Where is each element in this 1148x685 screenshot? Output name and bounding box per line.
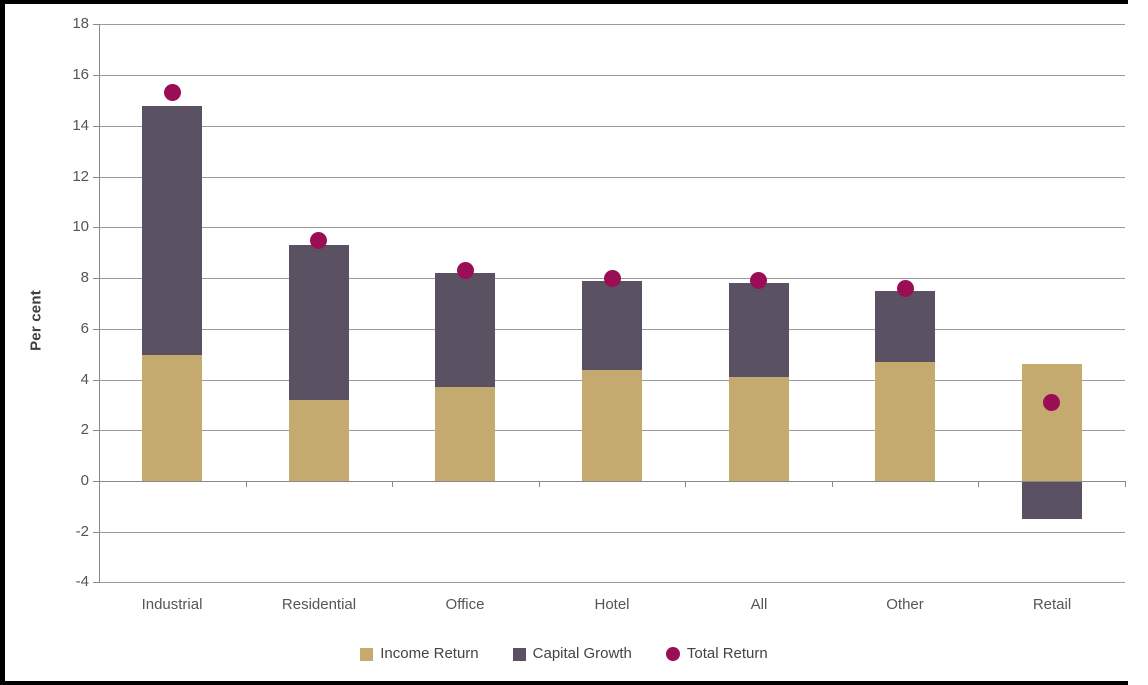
y-axis-tick	[93, 481, 99, 482]
y-tick-label: 12	[72, 168, 89, 185]
y-tick-label: 10	[72, 218, 89, 235]
legend: Income Return Capital Growth Total Return	[0, 644, 1128, 664]
bar-segment-income-return-residential	[289, 400, 349, 481]
bar-segment-capital-growth-other	[875, 291, 935, 362]
total-return-dot-all	[750, 272, 767, 289]
y-tick-label: -4	[75, 573, 89, 590]
y-axis-tick	[93, 24, 99, 25]
bar-segment-capital-growth-hotel	[582, 281, 642, 370]
x-axis-tick	[99, 481, 100, 487]
gridline	[99, 177, 1125, 178]
bar-segment-income-return-retail	[1022, 364, 1082, 481]
y-axis-tick	[93, 430, 99, 431]
legend-label: Total Return	[686, 645, 768, 662]
gridline	[99, 24, 1125, 25]
legend-label: Income Return	[380, 645, 479, 662]
legend-square-marker	[512, 647, 526, 661]
total-return-dot-office	[457, 262, 474, 279]
bar-segment-income-return-hotel	[582, 369, 642, 481]
legend-square-marker	[360, 647, 374, 661]
y-tick-label: -2	[75, 523, 89, 540]
x-axis-tick	[978, 481, 979, 487]
x-category-label-residential: Residential	[281, 596, 357, 613]
y-tick-label: 18	[72, 15, 89, 32]
bar-segment-capital-growth-all	[729, 283, 789, 377]
y-axis-tick	[93, 532, 99, 533]
y-tick-label: 6	[80, 320, 89, 337]
total-return-dot-other	[897, 280, 914, 297]
gridline	[99, 227, 1125, 228]
total-return-dot-retail	[1043, 394, 1060, 411]
y-tick-label: 2	[80, 421, 89, 438]
y-axis-title: Per cent	[27, 290, 45, 351]
y-axis-tick	[93, 126, 99, 127]
x-axis-tick	[685, 481, 686, 487]
gridline	[99, 582, 1125, 583]
x-axis-tick	[392, 481, 393, 487]
x-category-label-office: Office	[445, 596, 485, 613]
bar-segment-income-return-industrial	[142, 354, 202, 481]
x-axis-tick	[539, 481, 540, 487]
bar-segment-capital-growth-industrial	[142, 106, 202, 355]
legend-item-total-return: Total Return	[665, 644, 768, 664]
total-return-dot-residential	[310, 232, 327, 249]
y-tick-label: 0	[80, 472, 89, 489]
x-axis-tick	[246, 481, 247, 487]
y-axis-tick	[93, 227, 99, 228]
y-tick-label: 4	[80, 371, 89, 388]
y-axis-tick	[93, 177, 99, 178]
x-category-label-retail: Retail	[1032, 596, 1072, 613]
x-axis-tick	[832, 481, 833, 487]
y-axis-tick	[93, 329, 99, 330]
legend-item-capital-growth: Capital Growth	[512, 644, 632, 664]
total-return-dot-hotel	[604, 270, 621, 287]
x-category-label-industrial: Industrial	[141, 596, 203, 613]
gridline	[99, 532, 1125, 533]
y-axis-tick	[93, 278, 99, 279]
y-tick-label: 14	[72, 117, 89, 134]
bar-segment-capital-growth-office	[435, 273, 495, 387]
x-axis-tick	[1125, 481, 1126, 487]
y-axis-tick	[93, 75, 99, 76]
gridline	[99, 126, 1125, 127]
x-axis-line	[99, 481, 1125, 482]
y-tick-label: 16	[72, 66, 89, 83]
bar-segment-income-return-all	[729, 377, 789, 481]
bar-segment-capital-growth-residential	[289, 245, 349, 400]
legend-label: Capital Growth	[532, 645, 632, 662]
legend-item-income-return: Income Return	[360, 644, 479, 664]
y-axis-tick	[93, 582, 99, 583]
y-axis-line	[99, 24, 100, 583]
y-axis-tick	[93, 380, 99, 381]
x-category-label-other: Other	[886, 596, 924, 613]
gridline	[99, 75, 1125, 76]
bar-segment-capital-growth-retail	[1022, 481, 1082, 519]
x-category-label-hotel: Hotel	[594, 596, 630, 613]
x-category-label-all: All	[750, 596, 768, 613]
y-tick-label: 8	[80, 269, 89, 286]
legend-circle-marker	[665, 647, 680, 661]
total-return-dot-industrial	[164, 84, 181, 101]
bar-segment-income-return-other	[875, 362, 935, 481]
bar-segment-income-return-office	[435, 387, 495, 481]
